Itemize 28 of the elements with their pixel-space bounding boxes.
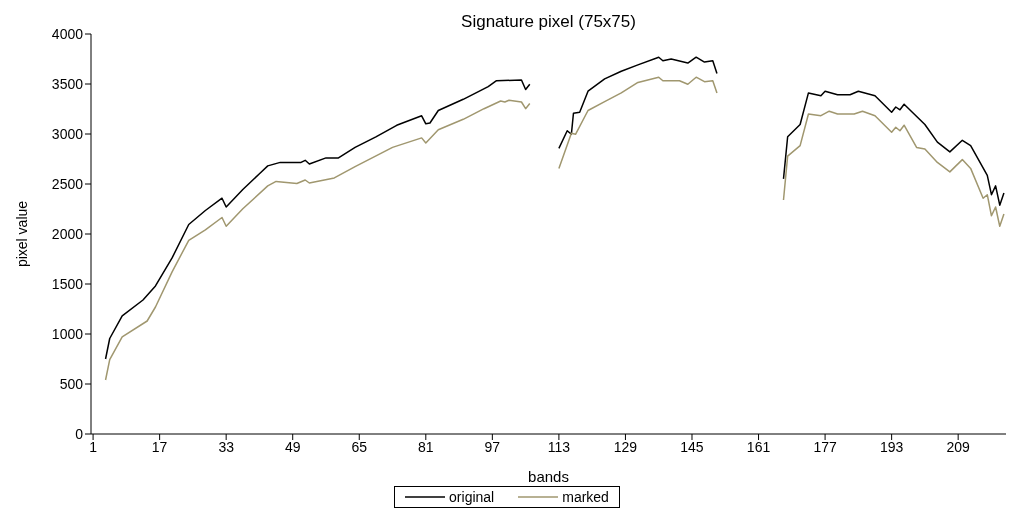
chart-title: Signature pixel (75x75) (460, 12, 637, 32)
y-tick-label: 500 (59, 375, 84, 392)
x-tick-label: 161 (746, 438, 771, 455)
legend-label: original (449, 489, 495, 505)
y-tick-label: 1500 (51, 275, 84, 292)
x-tick-label: 209 (946, 438, 971, 455)
legend-label: marked (562, 489, 609, 505)
y-tick-label: 0 (75, 425, 84, 442)
x-tick-label: 193 (879, 438, 904, 455)
y-tick-label: 2000 (51, 225, 84, 242)
y-tick-label: 4000 (51, 25, 84, 42)
x-tick-label: 177 (813, 438, 837, 455)
y-tick-label: 1000 (51, 325, 84, 342)
y-tick-label: 2500 (51, 175, 84, 192)
y-tick-label: 3500 (51, 75, 84, 92)
x-tick-label: 113 (547, 438, 571, 455)
x-tick-label: 17 (151, 438, 168, 455)
x-tick-label: 145 (680, 438, 704, 455)
x-tick-label: 1 (89, 438, 98, 455)
y-tick-label: 3000 (51, 125, 84, 142)
x-tick-label: 49 (284, 438, 301, 455)
y-axis-title: pixel value (13, 200, 30, 268)
x-tick-label: 65 (351, 438, 368, 455)
x-tick-label: 129 (613, 438, 638, 455)
x-tick-label: 97 (484, 438, 501, 455)
x-tick-label: 81 (418, 438, 434, 455)
x-tick-label: 33 (218, 438, 235, 455)
x-axis-title: bands (528, 468, 569, 485)
